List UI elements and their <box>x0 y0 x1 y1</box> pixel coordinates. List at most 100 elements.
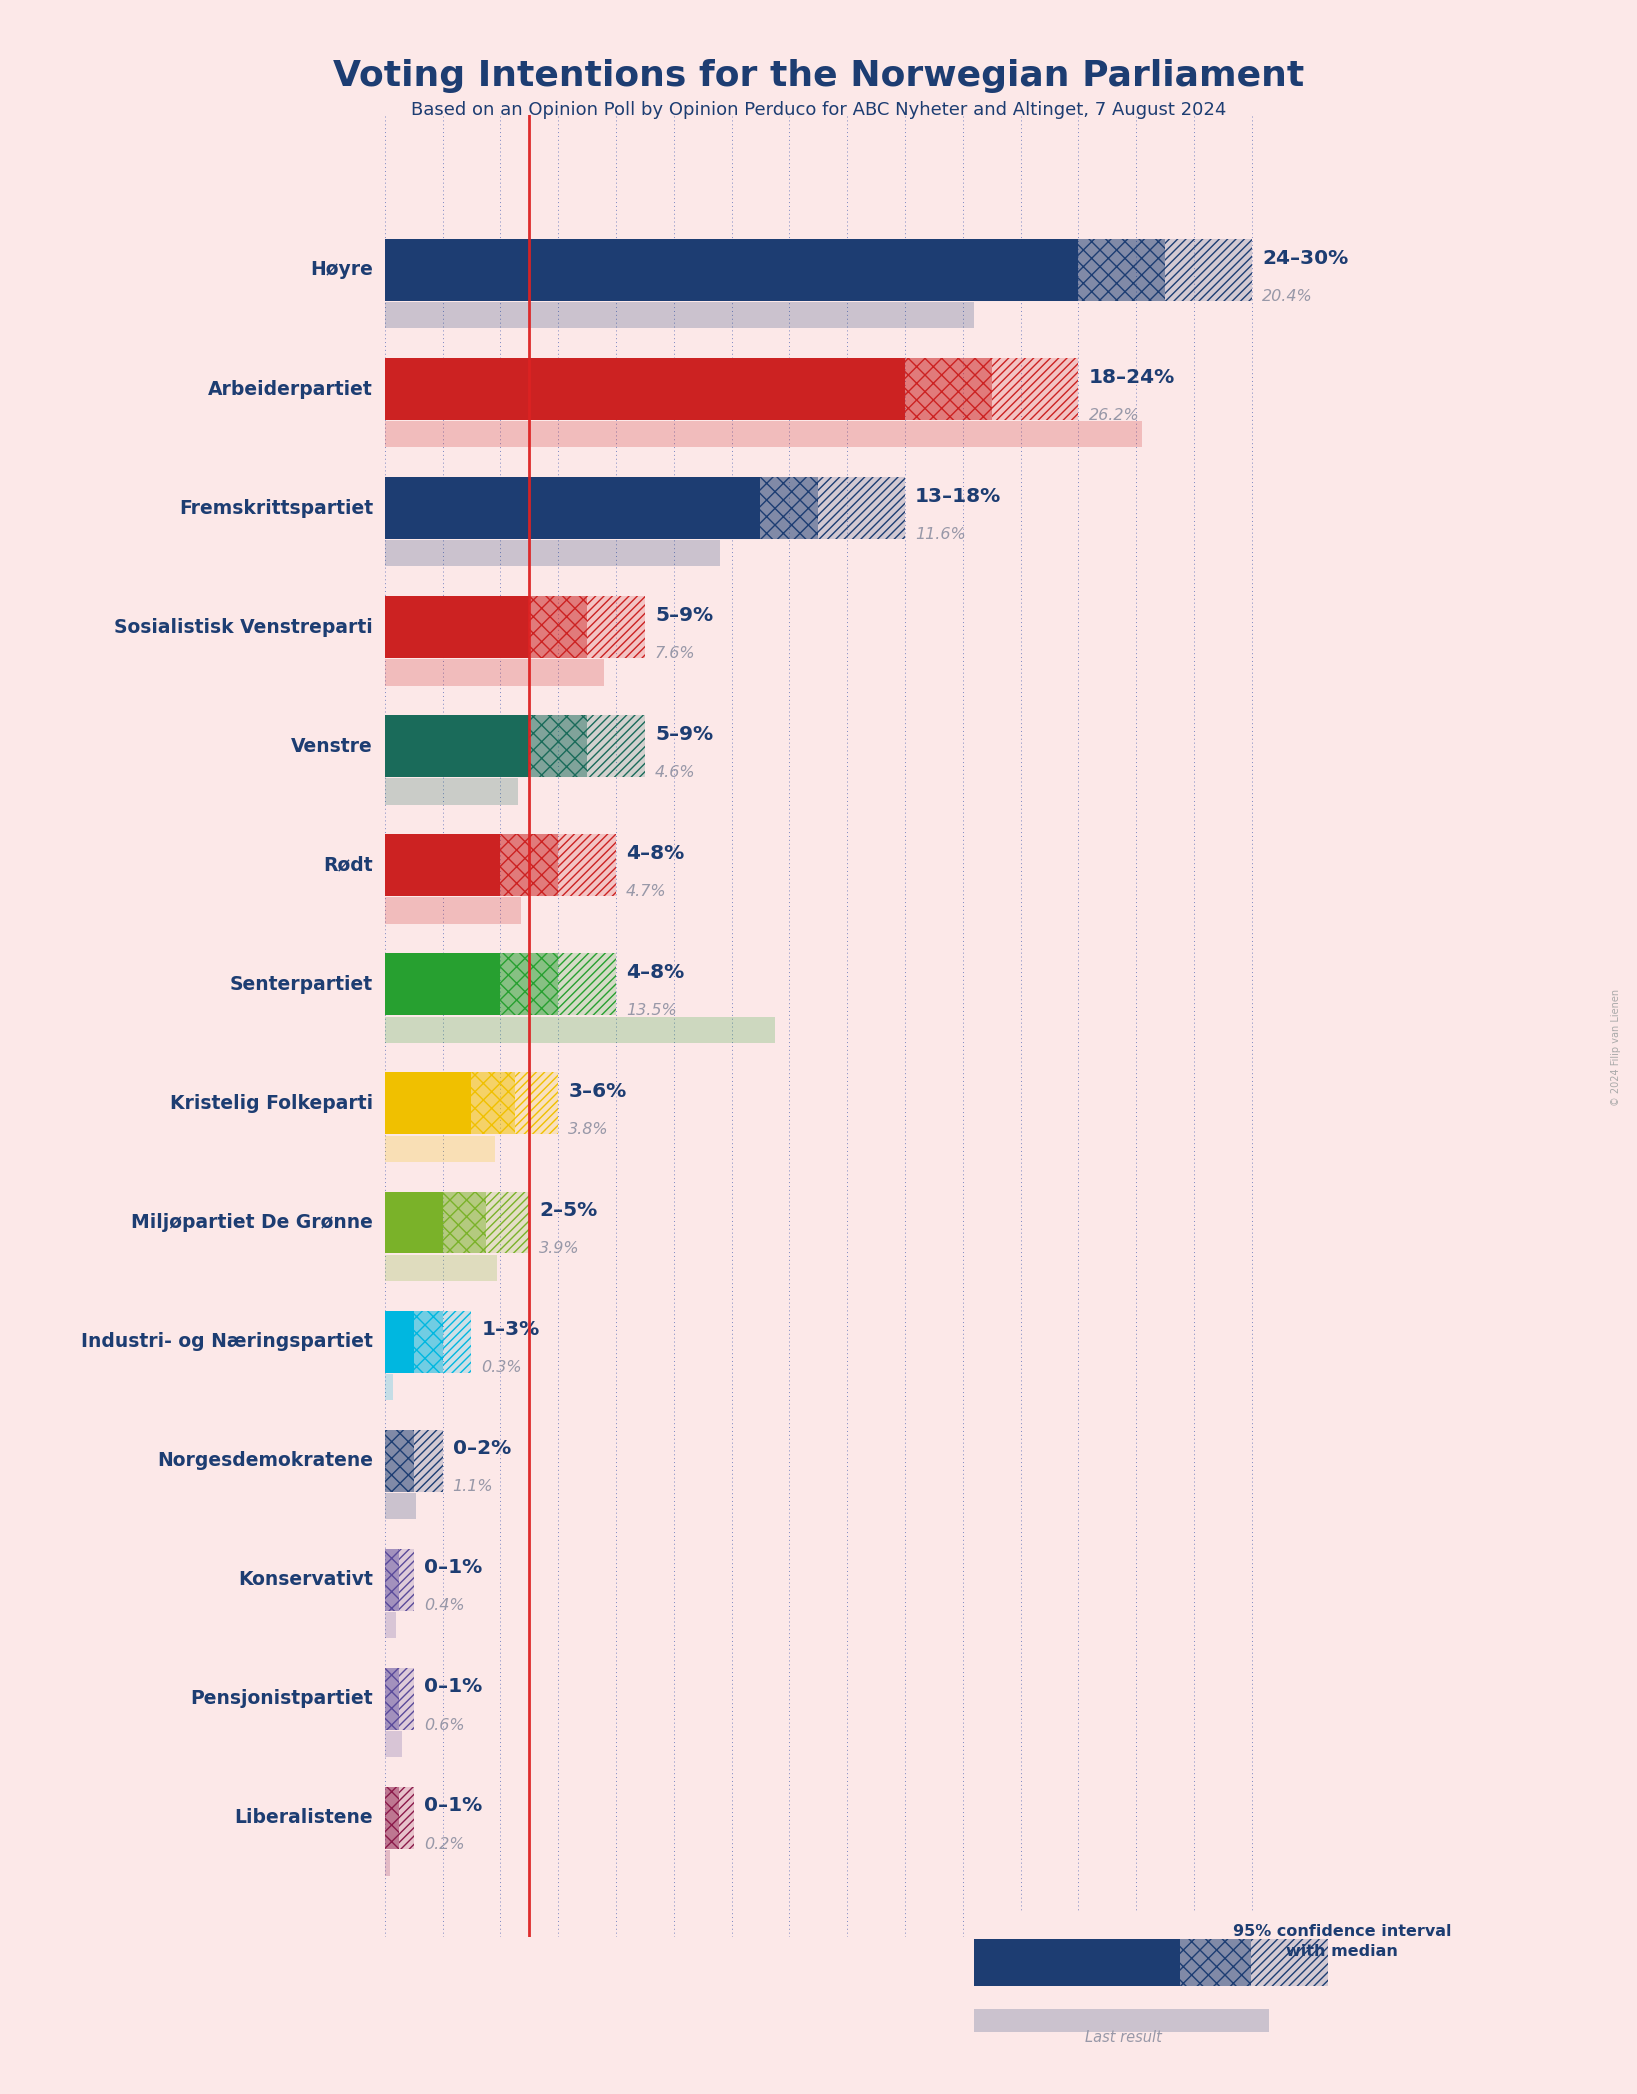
Bar <box>1166 239 1252 302</box>
Text: Voting Intentions for the Norwegian Parliament: Voting Intentions for the Norwegian Parl… <box>332 59 1305 92</box>
Bar <box>385 1732 403 1757</box>
Text: 0–1%: 0–1% <box>424 1558 481 1577</box>
Bar <box>385 540 720 567</box>
Bar <box>486 1191 529 1254</box>
Bar <box>761 477 818 538</box>
Bar <box>1251 1939 1328 1985</box>
Bar <box>399 1786 414 1849</box>
Bar <box>486 1191 529 1254</box>
Bar <box>385 898 521 923</box>
Bar <box>514 1072 558 1135</box>
Bar <box>385 597 529 658</box>
Text: 26.2%: 26.2% <box>1089 408 1139 423</box>
Bar <box>385 1430 414 1491</box>
Bar <box>399 1786 414 1849</box>
Bar <box>558 953 616 1016</box>
Bar <box>385 1430 414 1491</box>
Bar <box>385 239 1079 302</box>
Text: © 2024 Filip van Lienen: © 2024 Filip van Lienen <box>1611 988 1621 1106</box>
Bar <box>501 833 558 896</box>
Text: Rødt: Rødt <box>324 856 373 875</box>
Bar <box>414 1430 442 1491</box>
Text: Arbeiderpartiet: Arbeiderpartiet <box>208 379 373 398</box>
Bar <box>385 779 517 804</box>
Bar <box>501 953 558 1016</box>
Bar <box>414 1311 442 1372</box>
Bar <box>385 1550 399 1610</box>
Bar <box>558 953 616 1016</box>
Text: 5–9%: 5–9% <box>655 725 714 743</box>
Bar <box>399 1667 414 1730</box>
Bar <box>385 1311 414 1372</box>
Bar <box>501 953 558 1016</box>
Bar <box>385 1667 399 1730</box>
Text: 0.3%: 0.3% <box>481 1361 522 1376</box>
Text: 0.6%: 0.6% <box>424 1717 465 1732</box>
Bar <box>442 1311 471 1372</box>
Bar <box>385 1612 396 1638</box>
Bar <box>514 1072 558 1135</box>
Text: Norgesdemokratene: Norgesdemokratene <box>157 1451 373 1470</box>
Bar <box>471 1072 514 1135</box>
Text: 4.7%: 4.7% <box>625 884 666 898</box>
Bar <box>992 358 1079 421</box>
Bar <box>588 716 645 777</box>
Text: 0.2%: 0.2% <box>424 1836 465 1851</box>
Bar <box>818 477 905 538</box>
Bar <box>385 1072 471 1135</box>
Bar <box>385 1849 391 1876</box>
Bar <box>905 358 992 421</box>
Text: Høyre: Høyre <box>311 260 373 279</box>
Bar <box>385 1493 416 1518</box>
Bar <box>385 302 974 329</box>
Bar <box>385 1550 399 1610</box>
Text: Pensjonistpartiet: Pensjonistpartiet <box>190 1690 373 1709</box>
Bar <box>529 597 588 658</box>
Bar <box>529 597 588 658</box>
Bar <box>385 421 1143 448</box>
Text: Miljøpartiet De Grønne: Miljøpartiet De Grønne <box>131 1212 373 1231</box>
Text: Liberalistene: Liberalistene <box>234 1809 373 1828</box>
Text: Industri- og Næringspartiet: Industri- og Næringspartiet <box>82 1332 373 1351</box>
Bar <box>558 833 616 896</box>
Text: 11.6%: 11.6% <box>915 528 966 542</box>
Bar <box>385 1374 393 1401</box>
Bar <box>385 660 604 685</box>
Text: 24–30%: 24–30% <box>1262 249 1349 268</box>
Bar <box>558 833 616 896</box>
Bar <box>442 1191 486 1254</box>
Text: 13–18%: 13–18% <box>915 486 1002 505</box>
Text: 4–8%: 4–8% <box>625 844 684 863</box>
Bar <box>385 1191 442 1254</box>
Bar <box>588 597 645 658</box>
Bar <box>385 833 501 896</box>
Text: 7.6%: 7.6% <box>655 645 696 662</box>
Text: Senterpartiet: Senterpartiet <box>231 976 373 995</box>
Text: 3.8%: 3.8% <box>568 1122 609 1137</box>
Text: 5–9%: 5–9% <box>655 605 714 624</box>
Text: 4.6%: 4.6% <box>655 764 696 779</box>
Text: Konservativt: Konservativt <box>239 1570 373 1589</box>
Text: 0–1%: 0–1% <box>424 1797 481 1815</box>
Text: 95% confidence interval
with median: 95% confidence interval with median <box>1233 1924 1452 1958</box>
Text: Fremskrittspartiet: Fremskrittspartiet <box>178 498 373 517</box>
Bar <box>761 477 818 538</box>
Bar <box>1079 239 1166 302</box>
Text: 0–1%: 0–1% <box>424 1677 481 1696</box>
Text: 0.4%: 0.4% <box>424 1598 465 1614</box>
Bar <box>442 1311 471 1372</box>
Bar <box>818 477 905 538</box>
Text: 2–5%: 2–5% <box>539 1202 598 1221</box>
Bar <box>1166 239 1252 302</box>
Bar <box>385 1786 399 1849</box>
Bar <box>399 1667 414 1730</box>
Bar <box>385 1016 774 1043</box>
Bar <box>399 1550 414 1610</box>
Text: 13.5%: 13.5% <box>625 1003 676 1018</box>
Text: Based on an Opinion Poll by Opinion Perduco for ABC Nyheter and Altinget, 7 Augu: Based on an Opinion Poll by Opinion Perd… <box>411 101 1226 119</box>
Bar <box>992 358 1079 421</box>
Bar <box>471 1072 514 1135</box>
Bar <box>385 1135 494 1162</box>
Text: Kristelig Folkeparti: Kristelig Folkeparti <box>170 1093 373 1112</box>
Bar <box>588 716 645 777</box>
